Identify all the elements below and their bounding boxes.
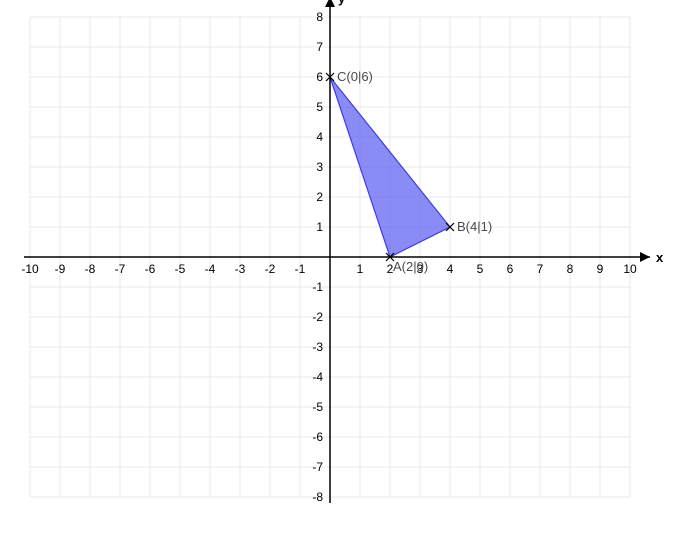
y-tick-label: 8 xyxy=(316,10,323,24)
x-tick-label: 8 xyxy=(567,262,574,276)
y-tick-label: -8 xyxy=(312,490,323,504)
x-tick-label: -5 xyxy=(175,262,186,276)
y-tick-label: 6 xyxy=(316,70,323,84)
x-tick-label: -2 xyxy=(265,262,276,276)
x-tick-label: -8 xyxy=(85,262,96,276)
y-axis-arrow-icon xyxy=(325,0,335,7)
x-tick-label: -7 xyxy=(115,262,126,276)
vertex-c-label: C(0|6) xyxy=(337,69,373,84)
y-tick-label: 1 xyxy=(316,220,323,234)
y-tick-label: -7 xyxy=(312,460,323,474)
x-axis-arrow-icon xyxy=(640,252,650,262)
x-tick-label: -9 xyxy=(55,262,66,276)
x-tick-label: 6 xyxy=(507,262,514,276)
x-tick-label: 10 xyxy=(623,262,637,276)
x-axis-label: x xyxy=(656,250,664,265)
y-tick-label: 5 xyxy=(316,100,323,114)
x-tick-label: -1 xyxy=(295,262,306,276)
y-tick-label: -4 xyxy=(312,370,323,384)
x-tick-label: -10 xyxy=(21,262,39,276)
vertex-b-label: B(4|1) xyxy=(457,219,492,234)
y-tick-label: -2 xyxy=(312,310,323,324)
x-tick-label: -3 xyxy=(235,262,246,276)
y-tick-label: 7 xyxy=(316,40,323,54)
y-tick-label: -3 xyxy=(312,340,323,354)
x-tick-label: -4 xyxy=(205,262,216,276)
x-tick-label: 9 xyxy=(597,262,604,276)
x-tick-label: 7 xyxy=(537,262,544,276)
coordinate-plane: -10 -9 -8 -7 -6 -5 -4 -3 -2 -1 1 2 3 4 5 6 7 8 9 10 -8 -7 -6 -5… xyxy=(0,0,680,544)
x-tick-label: 4 xyxy=(447,262,454,276)
y-tick-label: 3 xyxy=(316,160,323,174)
x-tick-label: 1 xyxy=(357,262,364,276)
plot-svg: -10 -9 -8 -7 -6 -5 -4 -3 -2 -1 1 2 3 4 5 6 7 8 9 10 -8 -7 -6 -5… xyxy=(0,0,680,544)
y-tick-label: -5 xyxy=(312,400,323,414)
y-axis-label: y xyxy=(338,0,346,6)
y-tick-label: -6 xyxy=(312,430,323,444)
y-tick-label: -1 xyxy=(312,280,323,294)
y-tick-label: 2 xyxy=(316,190,323,204)
x-tick-label: 5 xyxy=(477,262,484,276)
vertex-a-label: A(2|0) xyxy=(393,259,428,274)
x-tick-label: -6 xyxy=(145,262,156,276)
y-tick-label: 4 xyxy=(316,130,323,144)
